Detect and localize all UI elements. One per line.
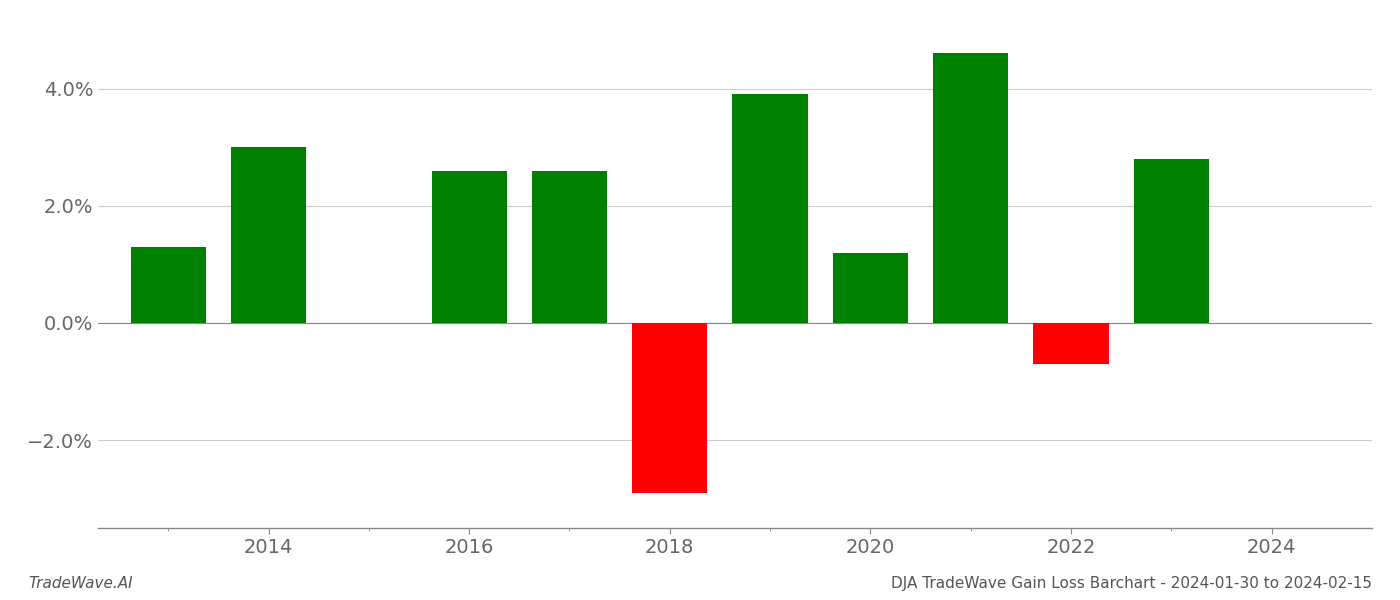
Text: TradeWave.AI: TradeWave.AI — [28, 576, 133, 591]
Bar — [130, 247, 206, 323]
Bar — [1033, 323, 1109, 364]
Bar — [833, 253, 909, 323]
Bar — [1134, 159, 1210, 323]
Bar — [532, 170, 608, 323]
Text: DJA TradeWave Gain Loss Barchart - 2024-01-30 to 2024-02-15: DJA TradeWave Gain Loss Barchart - 2024-… — [890, 576, 1372, 591]
Bar — [231, 147, 307, 323]
Bar — [633, 323, 707, 493]
Bar — [732, 94, 808, 323]
Bar — [431, 170, 507, 323]
Bar — [934, 53, 1008, 323]
